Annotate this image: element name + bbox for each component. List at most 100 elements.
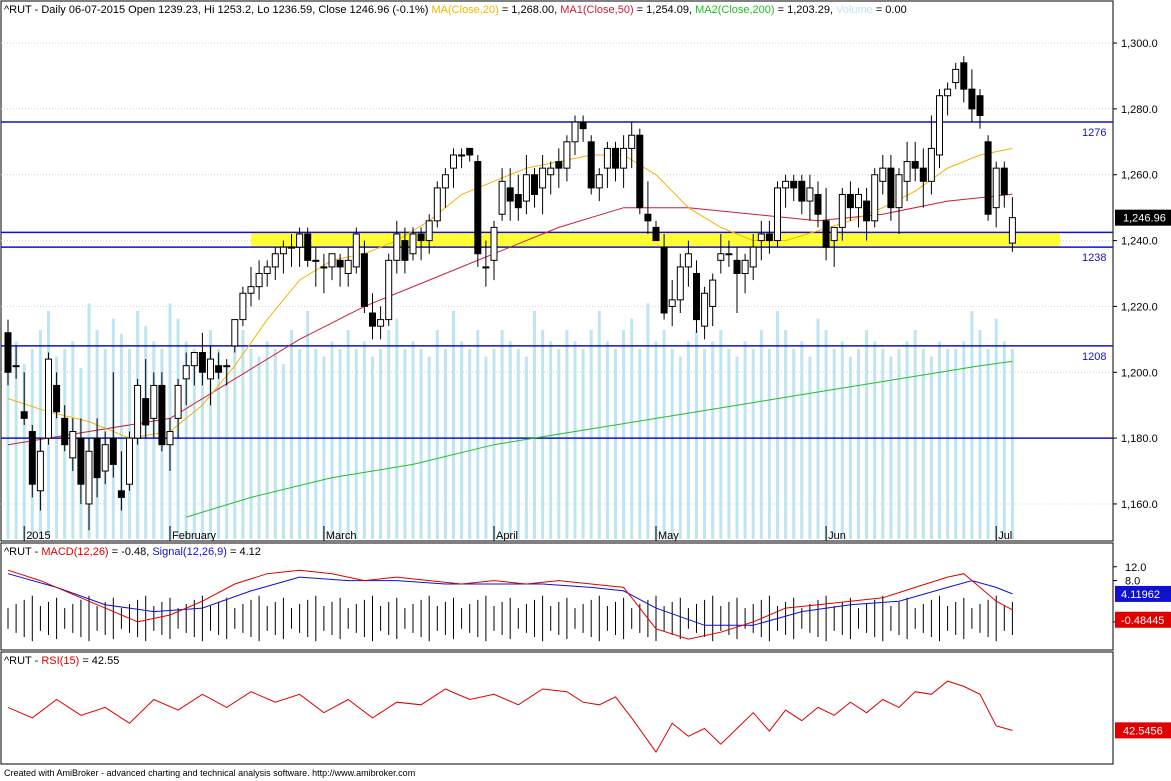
volume-bar [549,341,553,539]
candle [296,227,304,267]
candle [450,148,457,188]
date-label: Jun [828,530,846,542]
candle [668,280,676,327]
volume-bar [322,356,326,539]
candle-up [539,167,547,189]
candle-up [1008,217,1016,244]
candle [425,214,433,254]
candle-up [498,180,506,215]
volume-bar [792,349,796,539]
candle [871,168,879,228]
volume-bar [840,341,844,539]
candle [93,418,101,498]
macd-header-label: MACD(12,26) [41,546,108,558]
volume-bar [622,330,626,539]
candle [498,168,506,221]
candle-down [215,365,223,373]
price-tick-label: 1,280.0 [1121,104,1158,116]
rsi-line [7,680,1013,754]
candle-down [53,384,61,413]
candle-up [871,174,879,222]
volume-bar [184,341,188,539]
candle [539,154,547,215]
candle-down [976,95,984,116]
rsi-header-value: = 42.55 [82,655,119,667]
volume-bar [541,330,545,539]
candle [879,154,887,195]
candle [830,226,838,267]
volume-bar [241,330,245,539]
candle [101,431,109,485]
candle-up [838,193,846,228]
volume-bar [217,349,221,539]
candle-up [247,286,255,294]
rsi-value-box [1115,722,1171,739]
price-tick-label: 1,180.0 [1121,433,1158,445]
candle-down [814,193,822,215]
candle [466,147,474,162]
volume-bar [200,356,204,539]
volume-bar [435,330,439,539]
candle-down [765,233,773,242]
price-tick-label: 1,220.0 [1121,301,1158,313]
volume-bar [257,356,261,539]
candle [417,227,425,261]
candle [936,89,943,169]
volume-bar [638,349,642,539]
candle-down [20,411,28,419]
candle-up [992,167,1000,209]
volume-bar [865,330,869,539]
volume-bar [306,311,310,539]
candle [514,174,522,221]
volume-bar [784,330,788,539]
candle [490,220,498,281]
candle-up [174,384,182,419]
candle-up [441,174,449,189]
candle [652,220,660,242]
candle-up [717,253,725,261]
candle-down [336,259,344,268]
candle-down [984,141,992,215]
candle [441,168,449,208]
candle [992,161,1000,228]
volume-bar [290,330,293,539]
rsi-indicator: 42.5456 [7,680,1171,754]
candle [984,135,992,221]
candle-up [166,431,174,446]
volume-bar [1002,341,1006,539]
candle-down [636,134,644,209]
candle-up [263,266,271,275]
candle-down [369,312,376,327]
volume-bar [346,330,350,539]
volume-bar [403,349,407,539]
candle-up [45,358,52,439]
candle-down [587,141,595,189]
signal-value-box [1115,585,1171,602]
candle [28,424,36,498]
candle-up [36,450,44,492]
macd-header: ^RUT - MACD(12,26) = -0.48, Signal(12,26… [4,546,261,558]
volume-bar [273,349,277,539]
candle-up [571,121,579,143]
candle-down [968,88,976,110]
volume-bar [411,341,415,539]
candle-up [522,174,530,202]
volume-bar [767,349,771,539]
candle [117,451,125,511]
macd-tick-label: 12.0 [1125,562,1146,574]
candle-up [239,292,247,321]
volume-bar [55,356,59,539]
candle [166,418,174,472]
candle [952,62,960,90]
volume-bar [565,330,569,539]
volume-bar [22,364,26,539]
candle [12,345,20,379]
candle-up [328,253,336,268]
candle-down [846,193,854,209]
candle-up [684,253,692,268]
candle [895,168,903,234]
macd-pane [0,542,1114,651]
candle-up [806,187,814,202]
candle-up [377,319,385,327]
candle-up [547,167,555,176]
